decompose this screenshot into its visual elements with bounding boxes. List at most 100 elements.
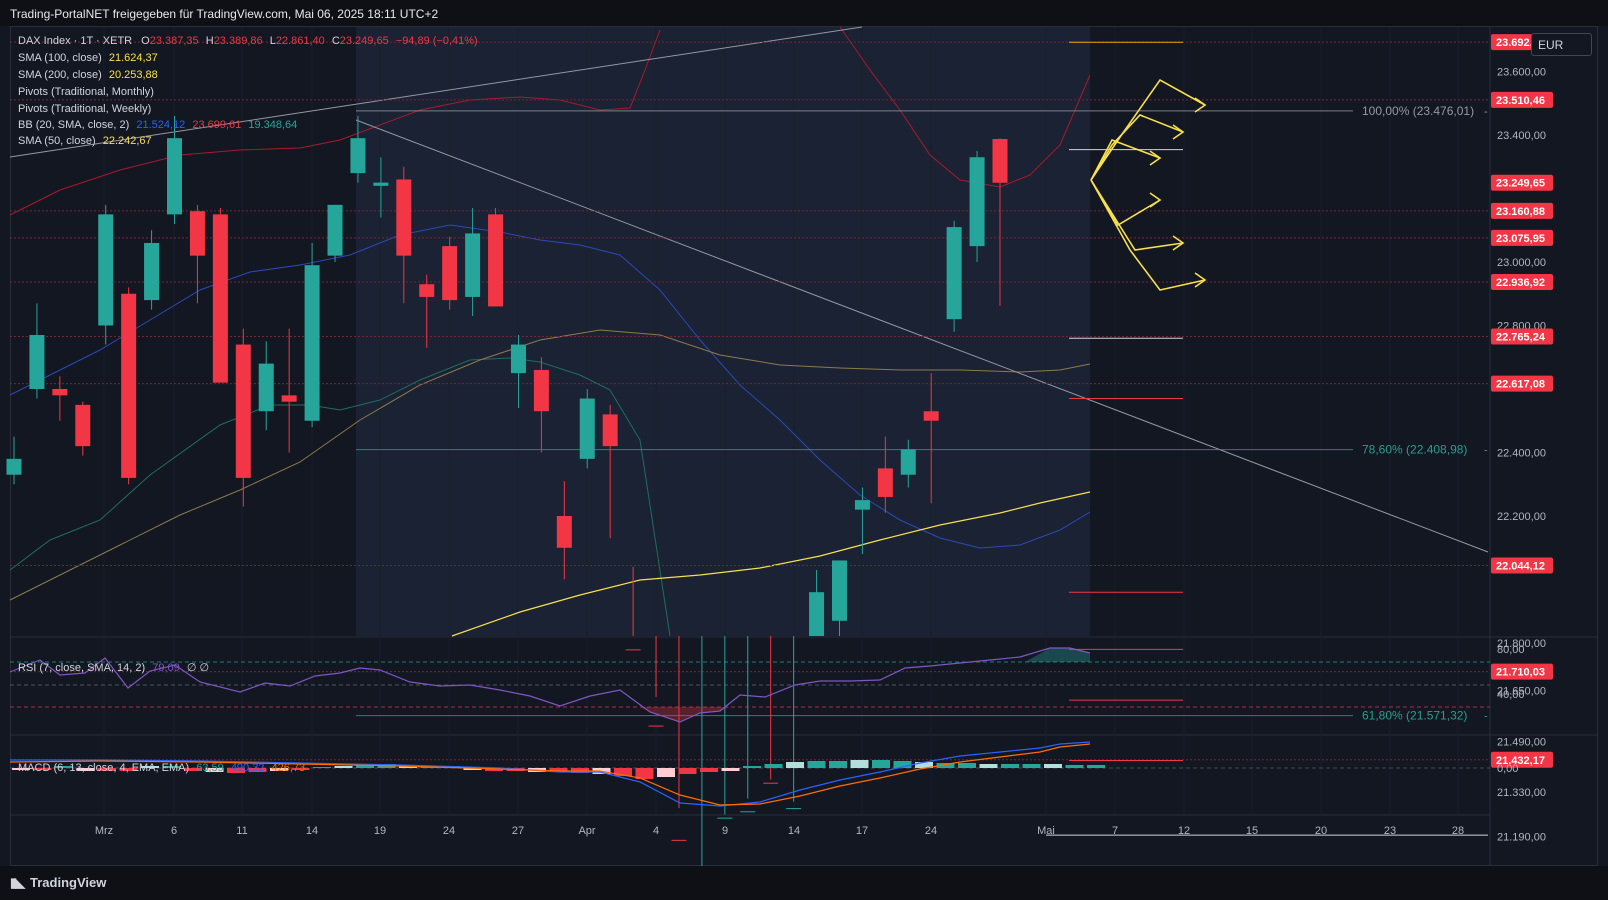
candle-body	[281, 395, 297, 402]
candle	[740, 636, 756, 813]
candle-body	[29, 335, 45, 389]
macd-histogram-bar	[227, 768, 245, 773]
bb-lower: 19.348,64	[248, 119, 298, 131]
sma200-value: 20.253,88	[108, 69, 158, 81]
candle	[52, 376, 68, 421]
legend-change: −94,89 (−0,41%)	[395, 35, 478, 47]
candle	[419, 274, 435, 348]
macd-histogram-bar	[721, 768, 740, 771]
candle-body	[809, 592, 825, 636]
price-badge	[1491, 174, 1553, 191]
legend-sma200[interactable]: SMA (200, close) 20.253,88	[18, 68, 158, 82]
macd-histogram-bar	[463, 768, 482, 770]
candle-body	[327, 204, 343, 256]
candle	[579, 389, 595, 469]
pivots-monthly-label: Pivots (Traditional, Monthly)	[18, 86, 154, 98]
legend-bb[interactable]: BB (20, SMA, close, 2) 21.524,12 23.699,…	[18, 118, 297, 132]
candle-body	[533, 369, 549, 412]
macd-histogram-bar	[1065, 765, 1084, 768]
candle	[701, 636, 703, 900]
projection-arrowhead	[1194, 272, 1207, 288]
projection-arrowhead	[1149, 150, 1162, 166]
bb-upper: 23.699,61	[192, 119, 242, 131]
price-badge-label: 22.617,08	[1496, 379, 1545, 391]
macd-histogram-bar	[1022, 764, 1041, 768]
candle	[6, 436, 22, 485]
legend-open: 23.387,35	[149, 35, 199, 47]
legend-macd[interactable]: MACD (6, 13, close, 4, EMA, EMA) 63,59 4…	[18, 761, 305, 775]
legend-pivots-weekly[interactable]: Pivots (Traditional, Weekly)	[18, 102, 151, 116]
macd-histogram-bar	[807, 761, 826, 768]
rsi-oversold-fill	[640, 707, 730, 722]
time-axis-label: Mrz	[95, 825, 113, 837]
macd-histogram-bar	[829, 761, 847, 768]
candle	[831, 560, 847, 636]
sma200-label: SMA (200, close)	[18, 69, 102, 81]
price-badge	[1491, 557, 1553, 574]
macd-histogram-bar	[872, 760, 890, 768]
candle-body	[602, 414, 618, 447]
brand-label: TradingView	[30, 875, 107, 890]
price-badge-label: 23.160,88	[1496, 206, 1545, 218]
candle	[946, 220, 962, 332]
currency-selector[interactable]: EUR	[1531, 33, 1592, 56]
candle	[717, 636, 733, 819]
candle-body	[442, 246, 458, 301]
candle	[763, 636, 779, 784]
candle-body	[648, 725, 664, 727]
pivots-weekly-label: Pivots (Traditional, Weekly)	[18, 103, 152, 115]
time-axis-label: 27	[512, 825, 524, 837]
macd-histogram-bar	[248, 768, 267, 772]
fib-level-dash: -	[1484, 445, 1488, 457]
macd-histogram-bar	[119, 768, 138, 771]
candle	[900, 439, 916, 488]
candle	[167, 115, 183, 224]
tradingview-logo[interactable]: ▮◣ TradingView	[10, 875, 106, 891]
legend-sma100[interactable]: SMA (100, close) 21.624,37	[18, 51, 158, 65]
price-axis-label: 22.400,00	[1497, 448, 1546, 460]
legend-sma50[interactable]: SMA (50, close) 22.242,67	[18, 134, 152, 148]
macd-histogram-bar	[485, 768, 503, 771]
macd-histogram-bar	[678, 768, 697, 774]
candle-body	[144, 242, 160, 301]
time-axis-label: 17	[856, 825, 868, 837]
macd-label: MACD (6, 13, close, 4, EMA, EMA)	[18, 762, 190, 774]
candle	[29, 303, 45, 399]
candle	[258, 341, 274, 431]
price-badge-label: 23.075,95	[1496, 233, 1545, 245]
price-axis-label: 21.330,00	[1497, 787, 1546, 799]
candle	[212, 208, 228, 383]
macd-hist-value: 63,59	[196, 762, 224, 774]
legend-high: 23.389,86	[213, 35, 263, 47]
macd-histogram-bar	[356, 765, 374, 768]
candle-body	[946, 227, 962, 320]
sma100-line	[451, 491, 1091, 637]
time-axis-label: Apr	[578, 825, 595, 837]
candle-body	[877, 468, 893, 497]
legend-pivots-monthly[interactable]: Pivots (Traditional, Monthly)	[18, 85, 154, 99]
candle	[556, 481, 572, 580]
candle-body	[579, 398, 595, 459]
candle	[442, 236, 458, 310]
candle-body	[75, 404, 91, 447]
sma100-value: 21.624,37	[108, 52, 158, 64]
macd-histogram-bar	[958, 763, 976, 768]
price-badge-label: 22.936,92	[1496, 277, 1545, 289]
candle-body	[488, 214, 504, 307]
candle-body	[556, 516, 572, 548]
macd-histogram-bar	[893, 761, 912, 768]
candle-body	[396, 179, 412, 256]
price-axis-label: 22.200,00	[1497, 511, 1546, 523]
candle	[373, 157, 389, 218]
projection-arrowhead	[1172, 124, 1185, 140]
legend-rsi[interactable]: RSI (7, close, SMA, 14, 2) 79,09 ∅ ∅	[18, 661, 209, 675]
candle-body	[900, 449, 916, 475]
price-axis-label: 23.400,00	[1497, 130, 1546, 142]
time-axis-label: Mai	[1037, 825, 1055, 837]
candle-body	[831, 560, 847, 621]
legend-l-label: L	[269, 35, 276, 47]
price-axis-label: 21.190,00	[1497, 832, 1546, 844]
sma100-label: SMA (100, close)	[18, 52, 102, 64]
macd-signal-line	[9, 743, 1091, 806]
